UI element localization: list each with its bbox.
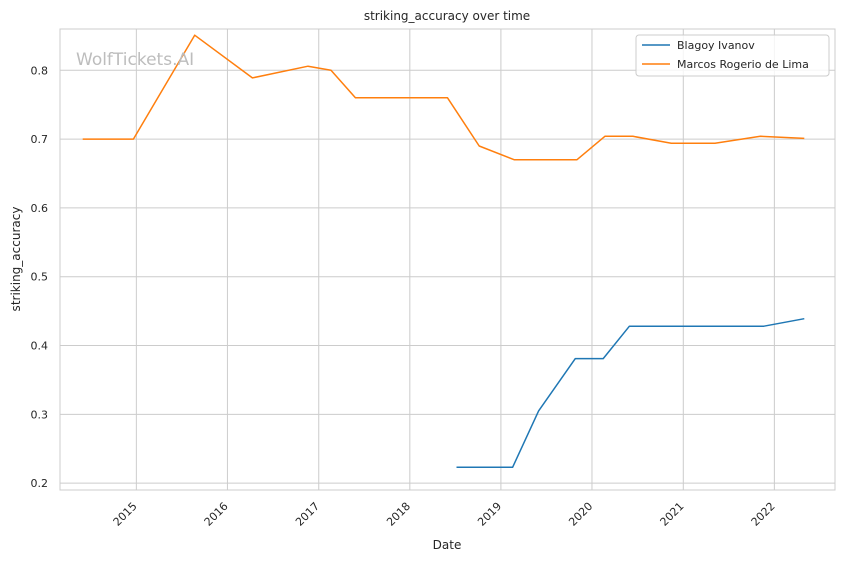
- data-point-blagoy-ivanov: [511, 466, 513, 468]
- data-point-marcos-rogerio-de-lima: [330, 69, 332, 71]
- data-point-marcos-rogerio-de-lima: [803, 137, 805, 139]
- data-point-blagoy-ivanov: [628, 325, 630, 327]
- x-tick-label: 2015: [111, 500, 140, 529]
- legend-box: [635, 34, 830, 77]
- data-point-blagoy-ivanov: [763, 325, 765, 327]
- legend-label-marcos-rogerio-de-lima: Marcos Rogerio de Lima: [677, 58, 809, 71]
- watermark: WolfTickets.AI: [76, 50, 194, 70]
- grid: [60, 29, 835, 490]
- x-tick-label: 2016: [202, 500, 231, 529]
- x-tick-label: 2018: [384, 500, 413, 529]
- data-point-marcos-rogerio-de-lima: [759, 135, 761, 137]
- data-point-marcos-rogerio-de-lima: [513, 159, 515, 161]
- data-point-marcos-rogerio-de-lima: [670, 142, 672, 144]
- series-layer: [82, 34, 805, 469]
- data-point-marcos-rogerio-de-lima: [194, 34, 196, 36]
- data-point-marcos-rogerio-de-lima: [576, 159, 578, 161]
- data-point-marcos-rogerio-de-lima: [632, 135, 634, 137]
- x-tick-label: 2020: [566, 500, 595, 529]
- data-point-marcos-rogerio-de-lima: [446, 97, 448, 99]
- data-point-marcos-rogerio-de-lima: [132, 138, 134, 140]
- data-point-blagoy-ivanov: [803, 317, 805, 319]
- data-point-marcos-rogerio-de-lima: [604, 135, 606, 137]
- legend-label-blagoy-ivanov: Blagoy Ivanov: [677, 39, 755, 52]
- data-point-blagoy-ivanov: [455, 466, 457, 468]
- data-point-blagoy-ivanov: [574, 357, 576, 359]
- data-point-marcos-rogerio-de-lima: [478, 145, 480, 147]
- y-axis-label: striking_accuracy: [9, 207, 23, 312]
- y-tick-label: 0.5: [31, 271, 49, 284]
- chart-title: striking_accuracy over time: [364, 9, 530, 23]
- series-line-marcos-rogerio-de-lima: [82, 34, 805, 161]
- series-line-blagoy-ivanov: [456, 317, 805, 469]
- y-tick-label: 0.2: [31, 477, 49, 490]
- data-point-blagoy-ivanov: [537, 410, 539, 412]
- data-point-marcos-rogerio-de-lima: [714, 142, 716, 144]
- data-point-marcos-rogerio-de-lima: [354, 97, 356, 99]
- data-point-blagoy-ivanov: [602, 357, 604, 359]
- data-point-marcos-rogerio-de-lima: [307, 65, 309, 67]
- legend: Blagoy Ivanov Marcos Rogerio de Lima: [635, 34, 830, 77]
- x-axis-label: Date: [433, 538, 462, 552]
- x-tick-label: 2021: [658, 500, 687, 529]
- data-point-marcos-rogerio-de-lima: [82, 138, 84, 140]
- y-tick-label: 0.3: [31, 408, 49, 421]
- plot-frame: [59, 28, 836, 491]
- plot-background: [60, 29, 835, 490]
- y-tick-label: 0.4: [31, 340, 49, 353]
- x-tick-label: 2017: [293, 500, 322, 529]
- y-tick-labels: 0.2 0.3 0.4 0.5 0.6 0.7 0.8: [31, 64, 49, 490]
- x-tick-labels: 2015 2016 2017 2018 2019 2020 2021 2022: [111, 500, 778, 529]
- y-tick-label: 0.6: [31, 202, 49, 215]
- y-tick-label: 0.8: [31, 64, 49, 77]
- data-point-marcos-rogerio-de-lima: [251, 77, 253, 79]
- y-tick-label: 0.7: [31, 133, 49, 146]
- x-tick-label: 2022: [749, 500, 778, 529]
- x-tick-label: 2019: [475, 500, 504, 529]
